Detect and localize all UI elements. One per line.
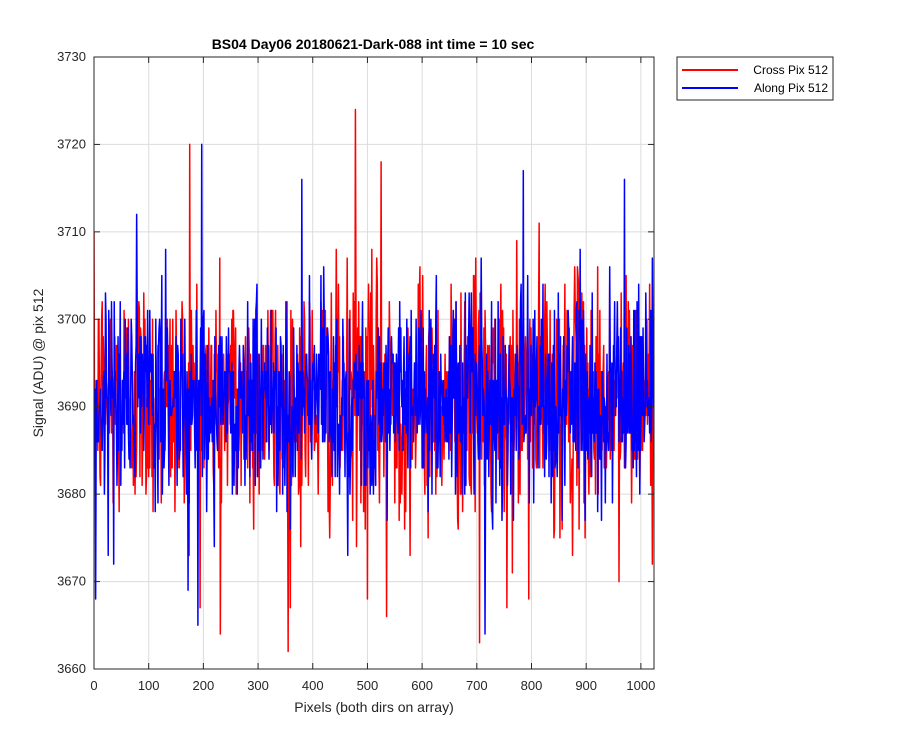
x-axis-label: Pixels (both dirs on array) — [294, 699, 454, 715]
y-tick-label: 3720 — [57, 136, 86, 151]
x-tick-label: 600 — [411, 678, 433, 693]
x-tick-label: 1000 — [626, 678, 655, 693]
chart-title: BS04 Day06 20180621-Dark-088 int time = … — [212, 36, 535, 52]
legend-label-cross: Cross Pix 512 — [753, 63, 828, 77]
x-tick-label: 300 — [247, 678, 269, 693]
x-tick-label: 0 — [90, 678, 97, 693]
y-tick-label: 3690 — [57, 399, 86, 414]
y-tick-label: 3700 — [57, 311, 86, 326]
x-tick-label: 500 — [357, 678, 379, 693]
x-tick-label: 700 — [466, 678, 488, 693]
legend-box — [676, 56, 834, 101]
y-tick-label: 3670 — [57, 574, 86, 589]
y-tick-label: 3660 — [57, 661, 86, 676]
y-tick-label: 3730 — [57, 49, 86, 64]
x-tick-label: 100 — [138, 678, 160, 693]
y-tick-label: 3710 — [57, 224, 86, 239]
y-axis-label: Signal (ADU) @ pix 512 — [30, 288, 46, 437]
axis-ticks: 0 100 200 300 400 500 600 700 800 900 1000 3660 3670… — [57, 49, 655, 693]
y-tick-label: 3680 — [57, 486, 86, 501]
series-lines — [94, 108, 654, 653]
x-tick-label: 400 — [302, 678, 324, 693]
x-tick-label: 900 — [575, 678, 597, 693]
x-tick-label: 800 — [521, 678, 543, 693]
legend-label-along: Along Pix 512 — [754, 81, 828, 95]
series-line-along — [94, 143, 654, 635]
legend: Cross Pix 512 Along Pix 512 — [676, 56, 834, 101]
plot-frame — [93, 56, 655, 670]
x-tick-label: 200 — [193, 678, 215, 693]
